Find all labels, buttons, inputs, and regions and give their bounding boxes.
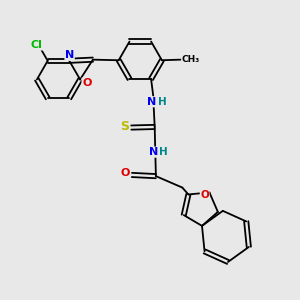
Text: O: O — [82, 78, 92, 88]
Text: H: H — [159, 147, 168, 157]
Text: H: H — [158, 97, 166, 107]
Text: CH₃: CH₃ — [182, 55, 200, 64]
Text: O: O — [200, 190, 209, 200]
Text: S: S — [120, 121, 129, 134]
Text: N: N — [65, 50, 74, 60]
Text: O: O — [121, 168, 130, 178]
Text: N: N — [147, 97, 157, 107]
Text: Cl: Cl — [31, 40, 42, 50]
Text: N: N — [149, 147, 158, 157]
